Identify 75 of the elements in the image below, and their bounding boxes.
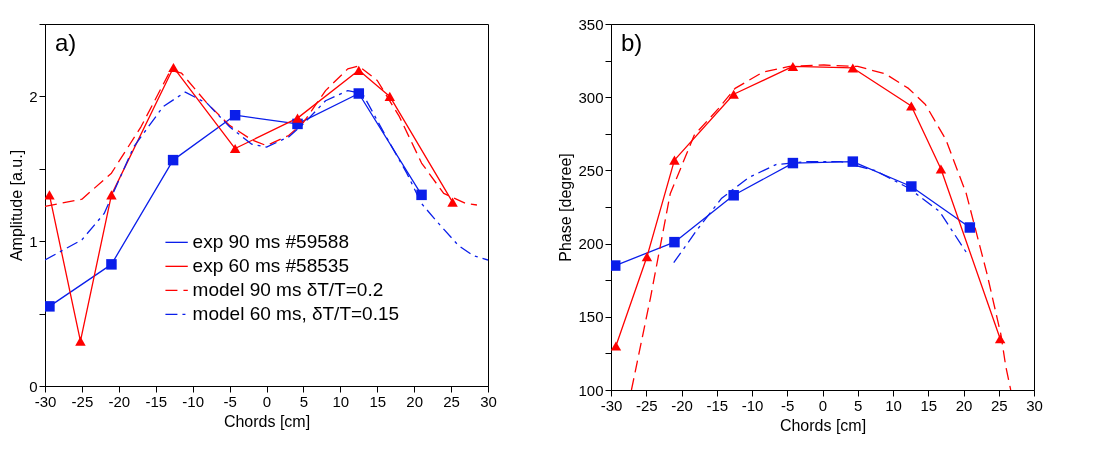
point	[935, 164, 947, 174]
x-tick-label: -20	[108, 392, 131, 410]
x-tick-label: 10	[885, 396, 902, 414]
x-tick-label: 30	[1026, 396, 1043, 414]
x-axis-title: Chords [cm]	[779, 416, 867, 434]
x-tick-label: -25	[635, 396, 658, 414]
point	[168, 62, 179, 72]
y-axis-title: Amplitude [a.u.]	[8, 149, 26, 262]
y-tick-label: 150	[578, 308, 604, 326]
point	[906, 101, 917, 111]
point	[45, 301, 55, 312]
y-tick-label: 2	[29, 87, 38, 105]
point	[416, 189, 427, 201]
x-tick-label: -5	[223, 392, 237, 410]
x-tick-label: 25	[443, 392, 460, 410]
point	[669, 236, 680, 248]
x-tick-label: 0	[818, 396, 828, 414]
point	[167, 154, 179, 166]
x-axis-title: Chords [cm]	[223, 412, 311, 430]
x-tick-label: -25	[71, 392, 94, 410]
y-tick-label: 0	[29, 377, 38, 395]
x-tick-label: -30	[600, 396, 623, 414]
x-tick-label: 30	[480, 392, 497, 410]
point	[611, 260, 621, 271]
annotation: b)	[621, 29, 643, 56]
y-tick-label: 200	[578, 235, 604, 253]
y-axis-title: Phase [degree]	[557, 153, 575, 262]
x-tick-label: 15	[920, 396, 938, 414]
point	[229, 143, 241, 154]
point	[641, 252, 653, 262]
point	[847, 156, 859, 167]
point	[728, 89, 739, 99]
x-tick-label: -30	[34, 392, 57, 410]
x-tick-label: -10	[741, 396, 764, 414]
y-tick-label: 100	[578, 381, 604, 399]
legend-label: model 90 ms δT/T=0.2	[192, 279, 384, 301]
y-tick-label: 300	[578, 88, 604, 106]
x-tick-label: 15	[369, 392, 387, 410]
x-tick-label: -20	[671, 396, 693, 414]
point	[669, 155, 680, 165]
point	[994, 334, 1006, 344]
point	[75, 336, 86, 346]
x-tick-label: 20	[406, 392, 424, 410]
x-tick-label: 25	[990, 396, 1008, 414]
point	[906, 181, 917, 192]
y-tick-label: 250	[578, 161, 604, 179]
legend-label: model 60 ms, δT/T=0.15	[192, 303, 400, 325]
x-tick-label: 0	[262, 392, 272, 410]
x-tick-label: -15	[706, 396, 729, 414]
x-tick-label: 5	[299, 392, 309, 410]
x-tick-label: 5	[854, 396, 863, 414]
point	[353, 65, 365, 75]
point	[45, 190, 55, 200]
x-tick-label: -5	[781, 396, 795, 414]
x-tick-label: 20	[955, 396, 973, 414]
point	[728, 190, 739, 201]
legend-label: exp 60 ms #58535	[192, 255, 349, 277]
point	[964, 222, 976, 233]
point	[787, 157, 799, 169]
annotation: a)	[55, 29, 77, 56]
point	[384, 91, 396, 101]
y-tick-label: 1	[29, 232, 38, 250]
point	[292, 113, 303, 123]
point	[787, 61, 799, 71]
point	[353, 88, 365, 99]
legend-label: exp 90 ms #59588	[192, 231, 349, 253]
y-tick-label: 350	[578, 15, 604, 33]
x-tick-label: -10	[182, 392, 205, 410]
x-tick-label: -15	[145, 392, 168, 410]
x-tick-label: 10	[332, 392, 350, 410]
point	[611, 341, 622, 351]
point	[106, 259, 117, 270]
point	[229, 109, 241, 121]
point	[106, 190, 117, 200]
point	[447, 197, 458, 207]
